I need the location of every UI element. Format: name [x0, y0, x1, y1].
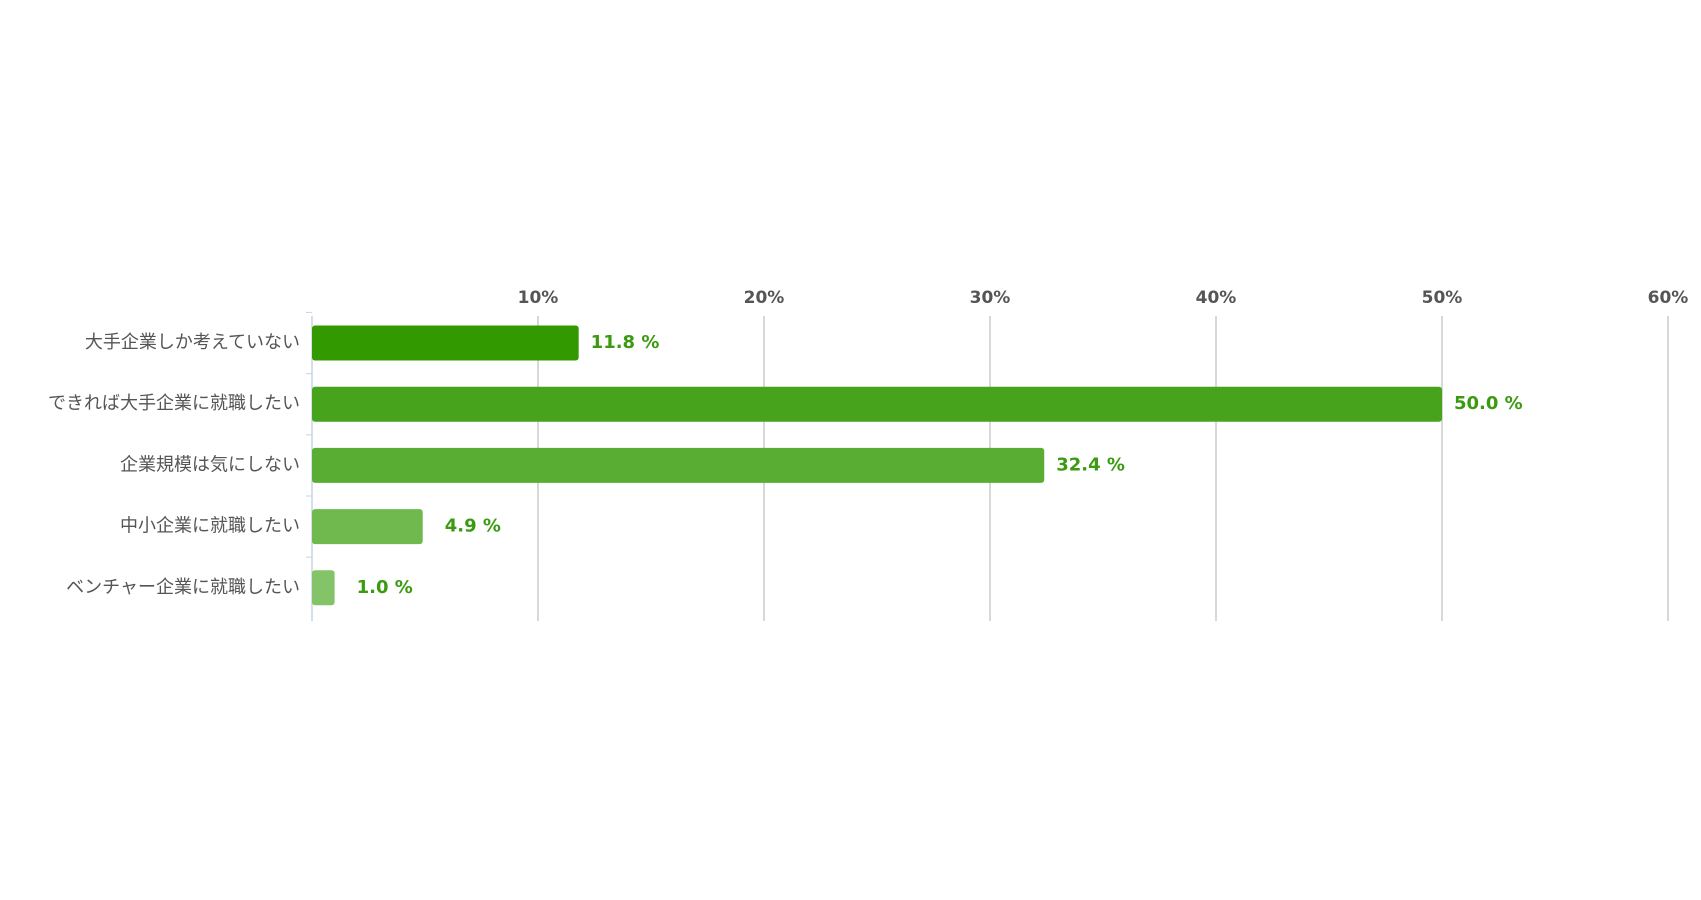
value-label: 11.8 %: [591, 332, 660, 353]
value-label: 32.4 %: [1056, 454, 1125, 475]
x-tick-label: 20%: [744, 288, 785, 308]
y-tick-label: 企業規模は気にしない: [120, 454, 300, 475]
value-label: 4.9 %: [445, 516, 501, 537]
x-tick-label: 50%: [1422, 288, 1463, 308]
bar: [312, 509, 423, 545]
value-label: 50.0 %: [1454, 393, 1523, 414]
y-tick-label: 大手企業しか考えていない: [85, 332, 300, 353]
value-label: 1.0 %: [357, 577, 413, 598]
y-tick-label: 中小企業に就職したい: [120, 516, 300, 537]
y-tick-label: できれば大手企業に就職したい: [48, 393, 300, 414]
x-tick-label: 30%: [970, 288, 1011, 308]
bar: [312, 447, 1045, 483]
x-tick-label: 10%: [518, 288, 559, 308]
x-tick-label: 40%: [1196, 288, 1237, 308]
x-tick-label: 60%: [1648, 288, 1689, 308]
bar: [312, 325, 579, 361]
y-tick-label: ベンチャー企業に就職したい: [66, 577, 300, 598]
bar: [312, 386, 1442, 422]
bar: [312, 570, 335, 606]
